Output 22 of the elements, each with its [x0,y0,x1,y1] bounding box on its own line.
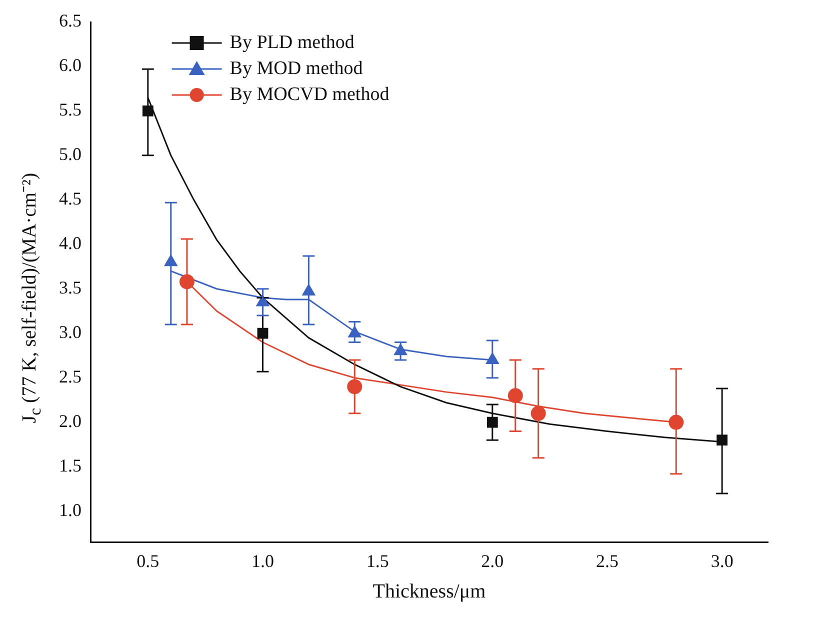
legend-label: By MOCVD method [230,84,390,105]
x-tick-label: 3.0 [710,550,734,571]
y-tick-label: 4.5 [59,188,82,209]
y-tick-label: 2.5 [59,366,82,387]
y-tick-label: 6.5 [59,10,82,31]
x-axis-title: Thickness/μm [372,580,486,602]
legend-label: By MOD method [230,58,364,79]
y-tick-label: 5.5 [59,100,82,120]
y-tick-label: 5.0 [59,144,82,164]
y-tick-label: 3.0 [59,322,82,342]
x-tick-label: 1.5 [366,550,389,571]
x-tick-label: 2.5 [596,550,618,571]
legend-label: By PLD method [230,32,355,53]
y-tick-label: 3.5 [59,278,82,298]
x-tick-label: 0.5 [136,550,160,571]
y-tick-label: 4.0 [59,233,82,254]
y-tick-label: 1.0 [59,500,82,520]
x-tick-label: 1.0 [251,550,274,571]
y-tick-label: 2.0 [59,411,82,432]
y-tick-label: 6.0 [59,55,82,76]
y-tick-label: 1.5 [59,456,82,476]
x-tick-label: 2.0 [481,550,504,571]
